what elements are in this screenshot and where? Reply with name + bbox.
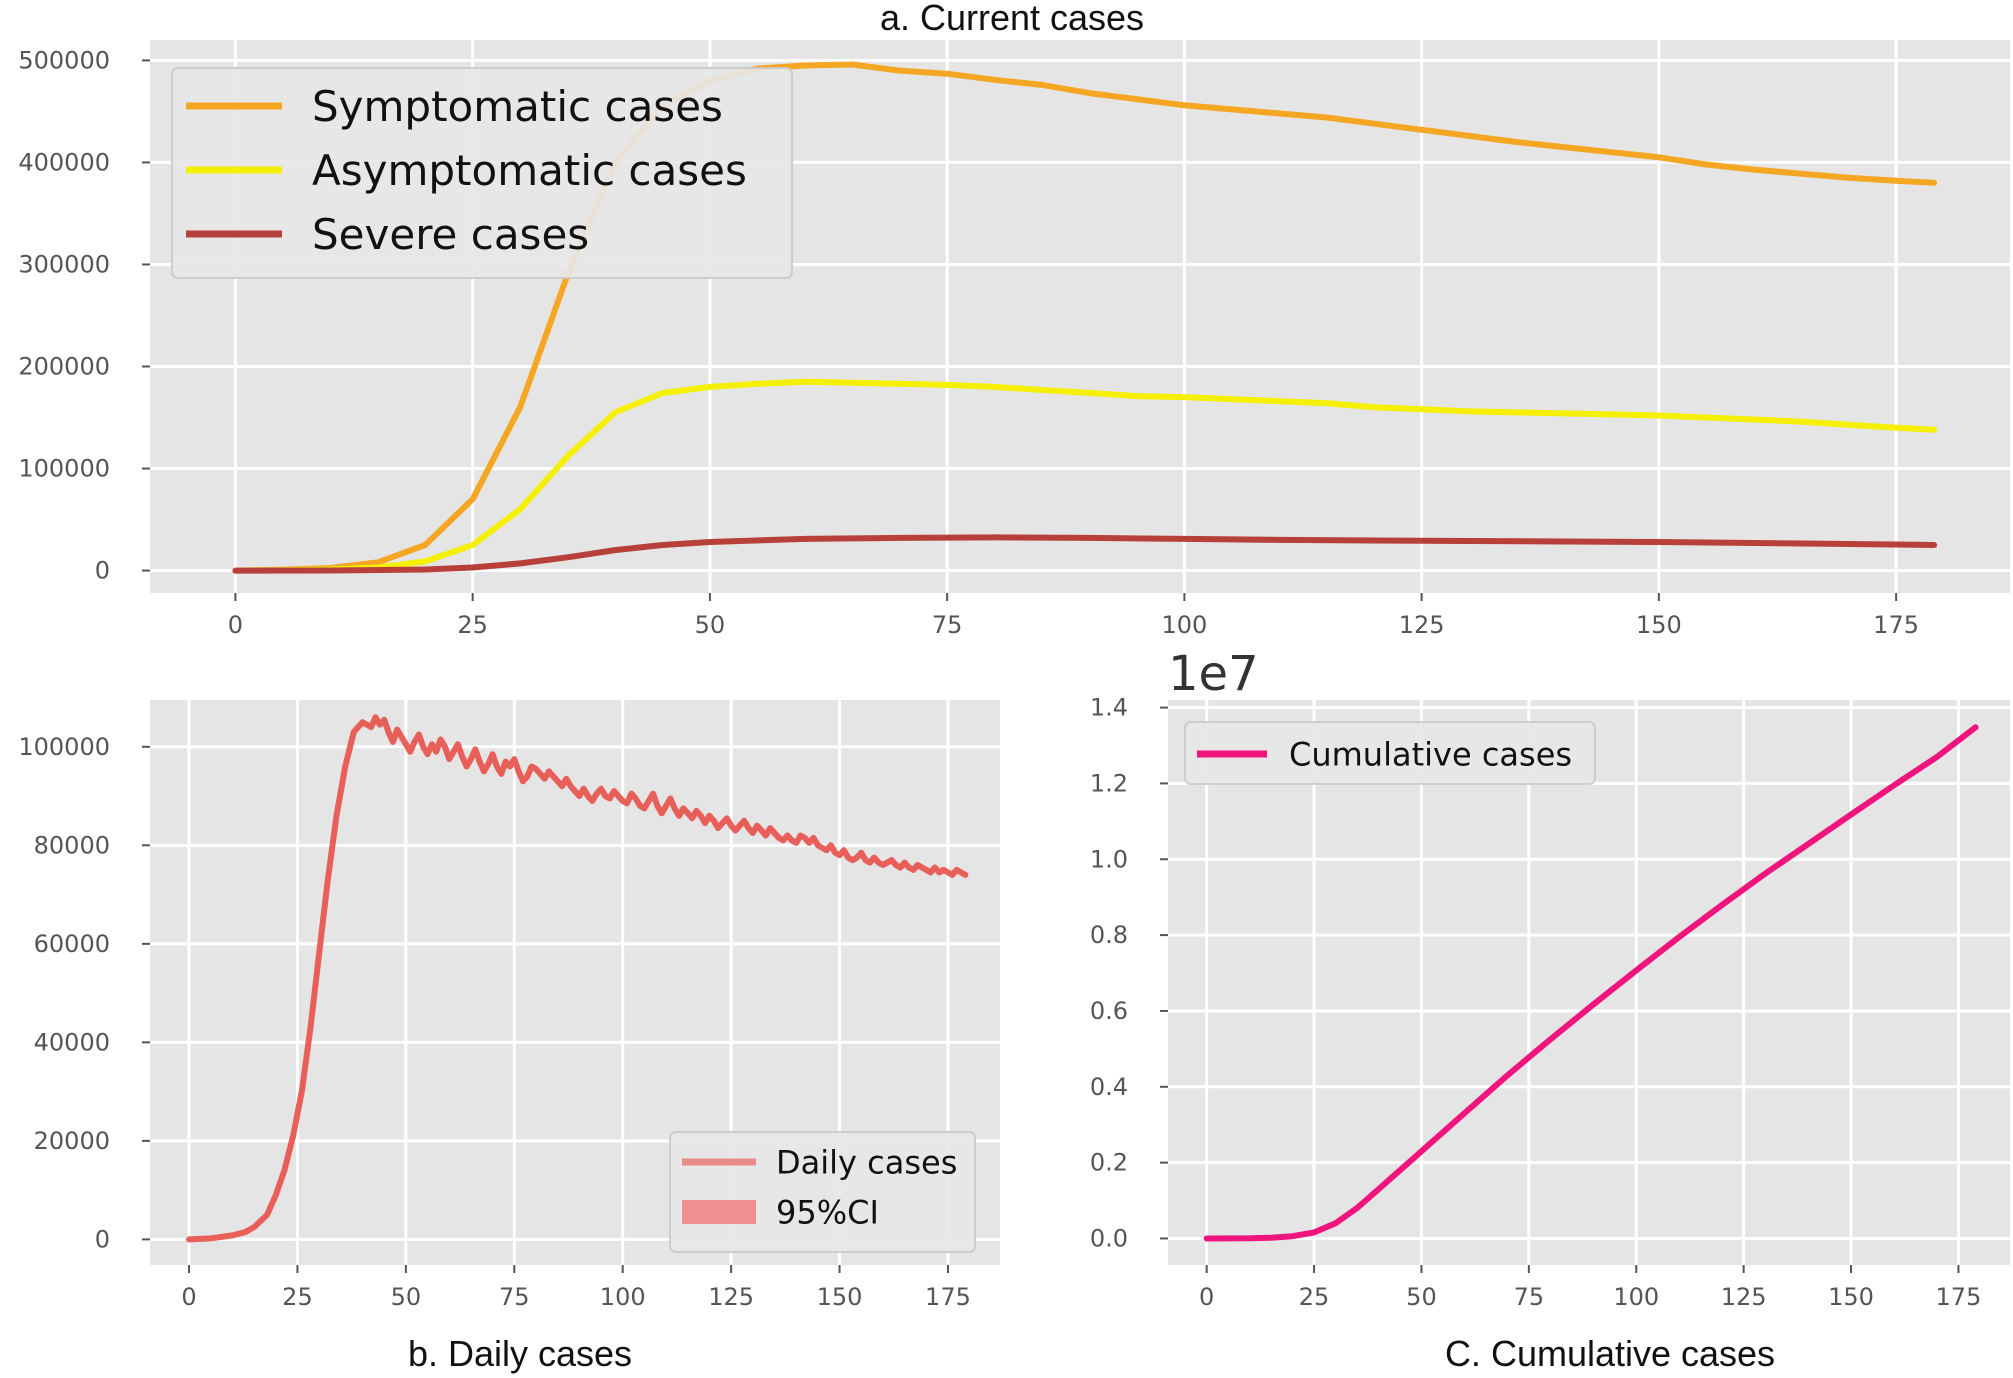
y-tick-label: 0 bbox=[95, 1225, 110, 1253]
x-tick-label: 150 bbox=[1828, 1283, 1874, 1311]
y-tick-label: 80000 bbox=[34, 831, 110, 859]
legend-box bbox=[171, 67, 793, 279]
y-tick-label: 1.4 bbox=[1090, 694, 1128, 722]
plot-background bbox=[1168, 700, 2010, 1265]
chart-title: C. Cumulative cases bbox=[1445, 1333, 1775, 1374]
y-tick-label: 40000 bbox=[34, 1028, 110, 1056]
series-line-symptomatic-cases bbox=[232, 61, 1938, 574]
legend-label-asymptomatic-cases: Asymptomatic cases bbox=[312, 146, 747, 195]
x-tick-label: 0 bbox=[228, 611, 243, 639]
y-tick-label: 300000 bbox=[18, 250, 110, 278]
x-tick-label: 125 bbox=[708, 1283, 754, 1311]
x-tick-label: 75 bbox=[1514, 1283, 1545, 1311]
x-tick-label: 0 bbox=[1199, 1283, 1214, 1311]
x-tick-label: 175 bbox=[925, 1283, 971, 1311]
panel-current-cases: 0 25 50 75 100 125 150 175 0 100000 200000 300000 40… bbox=[18, 0, 2010, 639]
x-tick-label: 25 bbox=[282, 1283, 313, 1311]
x-tick-label: 125 bbox=[1399, 611, 1445, 639]
y-tick-label: 60000 bbox=[34, 930, 110, 958]
x-tick-label: 100 bbox=[1161, 611, 1207, 639]
legend: Cumulative cases bbox=[1184, 721, 1596, 785]
series-line-daily-cases bbox=[186, 714, 969, 1243]
legend-swatch-95-ci bbox=[682, 1200, 756, 1224]
y-tick-label: 0.6 bbox=[1090, 997, 1128, 1025]
series-line-asymptomatic-cases bbox=[232, 378, 1938, 574]
series-line-cumulative-cases bbox=[1203, 724, 1979, 1242]
y-tick-label: 0.8 bbox=[1090, 921, 1128, 949]
y-tick-label: 400000 bbox=[18, 148, 110, 176]
chart-title: b. Daily cases bbox=[408, 1333, 632, 1374]
chart-title: a. Current cases bbox=[880, 0, 1144, 38]
y-tick-label: 0.0 bbox=[1090, 1224, 1128, 1252]
y-tick-label: 200000 bbox=[18, 352, 110, 380]
y-tick-label: 1.0 bbox=[1090, 845, 1128, 873]
x-tick-label: 175 bbox=[1936, 1283, 1982, 1311]
x-tick-label: 150 bbox=[817, 1283, 863, 1311]
x-tick-label: 50 bbox=[1406, 1283, 1437, 1311]
legend: Symptomatic cases Asymptomatic cases Sever… bbox=[171, 67, 793, 279]
series-line-severe-cases bbox=[232, 534, 1938, 574]
x-tick-label: 25 bbox=[1299, 1283, 1330, 1311]
x-tick-label: 0 bbox=[181, 1283, 196, 1311]
legend-box bbox=[1184, 721, 1596, 785]
y-tick-label: 500000 bbox=[18, 46, 110, 74]
x-tick-label: 100 bbox=[600, 1283, 646, 1311]
x-tick-label: 25 bbox=[457, 611, 488, 639]
y-tick-label: 100000 bbox=[18, 455, 110, 483]
x-tick-label: 150 bbox=[1636, 611, 1682, 639]
y-tick-label: 0 bbox=[95, 557, 110, 585]
x-tick-label: 125 bbox=[1721, 1283, 1767, 1311]
legend-label-cumulative-cases: Cumulative cases bbox=[1289, 736, 1572, 774]
legend-label-severe-cases: Severe cases bbox=[312, 210, 589, 259]
legend-label-daily-cases: Daily cases bbox=[776, 1144, 957, 1182]
y-tick-label: 20000 bbox=[34, 1127, 110, 1155]
x-tick-label: 50 bbox=[695, 611, 726, 639]
legend-label-95-ci: 95%CI bbox=[776, 1194, 879, 1232]
legend-label-symptomatic-cases: Symptomatic cases bbox=[312, 82, 723, 131]
y-tick-label: 1.2 bbox=[1090, 769, 1128, 797]
y-tick-label: 100000 bbox=[18, 733, 110, 761]
x-tick-label: 75 bbox=[499, 1283, 530, 1311]
x-tick-label: 100 bbox=[1613, 1283, 1659, 1311]
y-tick-label: 0.4 bbox=[1090, 1073, 1128, 1101]
y-exponent-label: 1e7 bbox=[1168, 646, 1259, 702]
x-tick-label: 75 bbox=[932, 611, 963, 639]
panel-cumulative-cases: 0 25 50 75 100 125 150 175 0.0 0.2 0.4 0.6 0.8 1.0 1.2… bbox=[1090, 646, 2010, 1374]
y-tick-label: 0.2 bbox=[1090, 1149, 1128, 1177]
legend: Daily cases 95%CI bbox=[669, 1131, 976, 1253]
panel-daily-cases: 0 25 50 75 100 125 150 175 0 20000 40000 60000 80000… bbox=[18, 700, 1000, 1374]
x-tick-label: 50 bbox=[391, 1283, 422, 1311]
x-tick-label: 175 bbox=[1873, 611, 1919, 639]
